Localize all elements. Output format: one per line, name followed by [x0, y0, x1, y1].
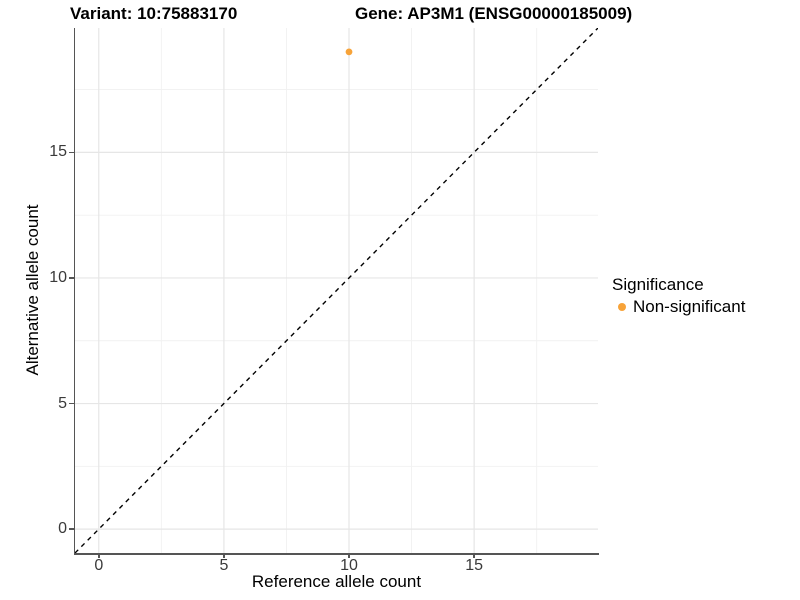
identity-reference-line	[75, 28, 598, 553]
y-tick-label: 0	[58, 520, 67, 538]
x-tick-mark	[223, 553, 225, 558]
y-tick-mark	[69, 277, 74, 279]
y-tick-mark	[69, 402, 74, 405]
data-point	[345, 48, 353, 56]
x-tick-label: 10	[340, 557, 358, 574]
plot-area-svg	[75, 28, 598, 553]
x-tick-mark	[348, 553, 350, 558]
x-axis-title: Reference allele count	[251, 572, 422, 591]
y-tick-label: 15	[49, 143, 67, 161]
gene-title: Gene: AP3M1 (ENSG00000185009)	[355, 4, 633, 23]
legend-point-icon	[618, 303, 626, 311]
y-tick-mark	[69, 151, 74, 154]
y-tick-label: 10	[49, 268, 67, 286]
y-tick-mark	[69, 528, 74, 530]
y-axis-line	[73, 28, 75, 555]
x-axis-line	[73, 553, 599, 555]
legend-item: Non-significant	[612, 297, 745, 317]
x-tick-label: 0	[94, 557, 104, 574]
x-tick-label: 5	[219, 557, 229, 574]
x-tick-mark	[473, 553, 475, 558]
x-tick-mark	[98, 553, 100, 558]
legend-title: Significance	[612, 275, 704, 294]
y-axis-title: Alternative allele count	[23, 204, 42, 376]
variant-title: Variant: 10:75883170	[70, 4, 238, 23]
x-tick-label: 15	[465, 557, 484, 574]
y-tick-label: 5	[58, 394, 67, 412]
legend-item-label: Non-significant	[633, 297, 746, 316]
legend: Significance Non-significant	[612, 275, 745, 317]
